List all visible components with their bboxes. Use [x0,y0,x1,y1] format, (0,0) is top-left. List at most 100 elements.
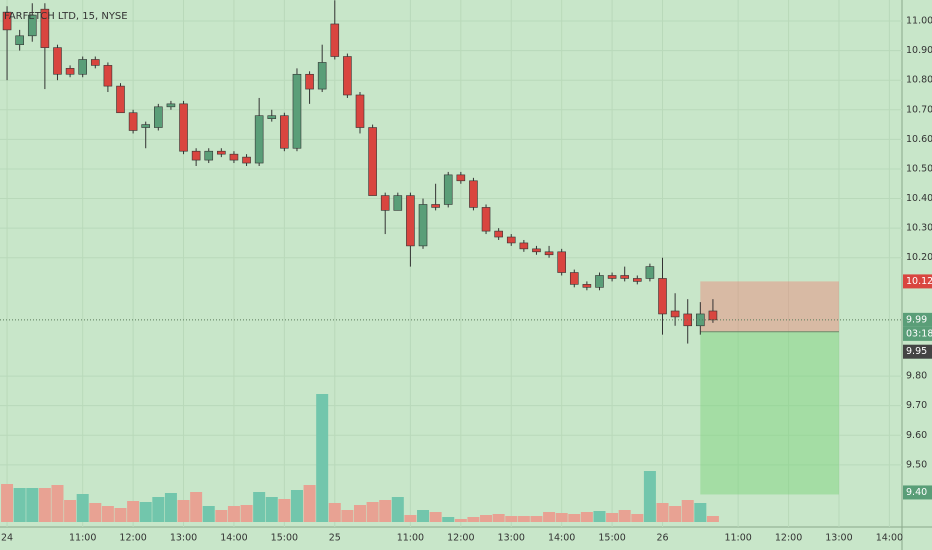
candle-body [519,242,529,250]
candle-body [254,115,264,164]
y-tick-label: 10.60 [906,134,932,145]
y-tick-label: 10.40 [906,193,932,204]
x-tick-label: 24 [1,533,13,544]
candle-body [217,150,226,155]
candle-body [330,23,340,57]
y-tick-label: 10.30 [906,223,932,234]
volume-bar [215,510,228,522]
x-tick-label: 26 [656,533,668,544]
x-tick-label: 11:00 [397,533,424,544]
volume-bar [379,500,392,522]
volume-bar [555,513,568,522]
candle-body [582,284,592,288]
stop-badge-text: 10.12 [906,276,932,287]
entry-badge-text: 9.95 [906,346,927,357]
candle-body [40,8,50,48]
y-tick-label: 10.20 [906,252,932,263]
x-tick-label: 12:00 [119,533,146,544]
volume-bar [694,503,707,522]
volume-bar [265,497,278,522]
volume-bar [190,492,203,522]
last-price-badge: 9.99 [903,312,932,327]
last-price-badge-text: 9.99 [906,314,927,325]
volume-bar [454,519,467,522]
candle-body [292,73,302,149]
volume-bar [391,497,404,522]
volume-bar [442,517,455,522]
candle-body [355,94,365,128]
x-tick-label: 13:00 [825,533,852,544]
candle-body [557,251,566,273]
volume-bar [643,471,656,522]
candle-body [456,174,466,182]
y-tick-label: 10.50 [906,163,932,174]
candle-body [481,207,491,232]
volume-bar [480,515,493,522]
candle-body [65,68,75,75]
candle-body [368,127,377,196]
candle-body [317,62,327,90]
chart-title: FARFETCH LTD, 15, NYSE [4,11,128,22]
candle-body [406,195,415,247]
candle-body [658,278,667,315]
volume-bar [568,514,581,522]
volume-bar [64,500,77,522]
volume-bar [240,505,253,522]
entry-badge-bg [903,344,932,359]
y-tick-label: 9.80 [906,371,927,382]
target-badge-bg [903,485,932,500]
volume-bar [656,503,669,522]
candle-body [393,195,403,211]
candle-body [469,180,478,208]
volume-bar [631,514,644,522]
x-tick-label: 25 [329,533,341,544]
candle-body [78,59,87,75]
volume-bar [152,497,165,522]
x-tick-label: 14:00 [220,533,247,544]
y-tick-label: 9.50 [906,459,927,470]
volume-bar [76,494,89,522]
candle-body [53,47,62,75]
candle-body [229,153,239,161]
volume-bar [580,512,593,522]
entry-badge: 9.95 [903,344,932,359]
candle-body [443,174,453,205]
candle-body [607,275,617,279]
target-zone [700,331,839,495]
y-tick-label: 10.70 [906,104,932,115]
volume-bar [127,501,140,522]
last-price-badge-bg [903,312,932,327]
candle-body [27,14,37,37]
volume-bar [417,510,430,522]
candle-body [128,112,138,131]
candle-body [141,124,151,128]
candle-body [103,65,113,87]
volume-bar [429,512,442,522]
volume-bar [606,513,619,522]
stop-badge-bg [903,274,932,289]
candle-body [15,35,24,45]
volume-bar [341,510,354,522]
x-tick-label: 12:00 [775,533,802,544]
volume-bar [38,488,51,522]
stop-badge: 10.12 [903,274,932,289]
volume-bar [316,394,329,522]
volume-bar [492,514,505,522]
countdown-badge-bg [903,326,932,341]
candle-body [418,204,428,247]
y-tick-label: 10.90 [906,45,932,56]
volume-bar [618,510,631,522]
target-badge: 9.40 [903,485,932,500]
candle-body [569,272,579,285]
y-tick-label: 9.70 [906,400,927,411]
candle-body [696,313,705,327]
volume-bar [543,512,556,522]
volume-bar [177,500,190,522]
volume-bar [517,516,530,522]
volume-bar [353,505,366,522]
y-tick-label: 9.60 [906,430,927,441]
target-badge-text: 9.40 [906,487,927,498]
candle-body [305,73,314,90]
volume-bar [278,499,291,522]
